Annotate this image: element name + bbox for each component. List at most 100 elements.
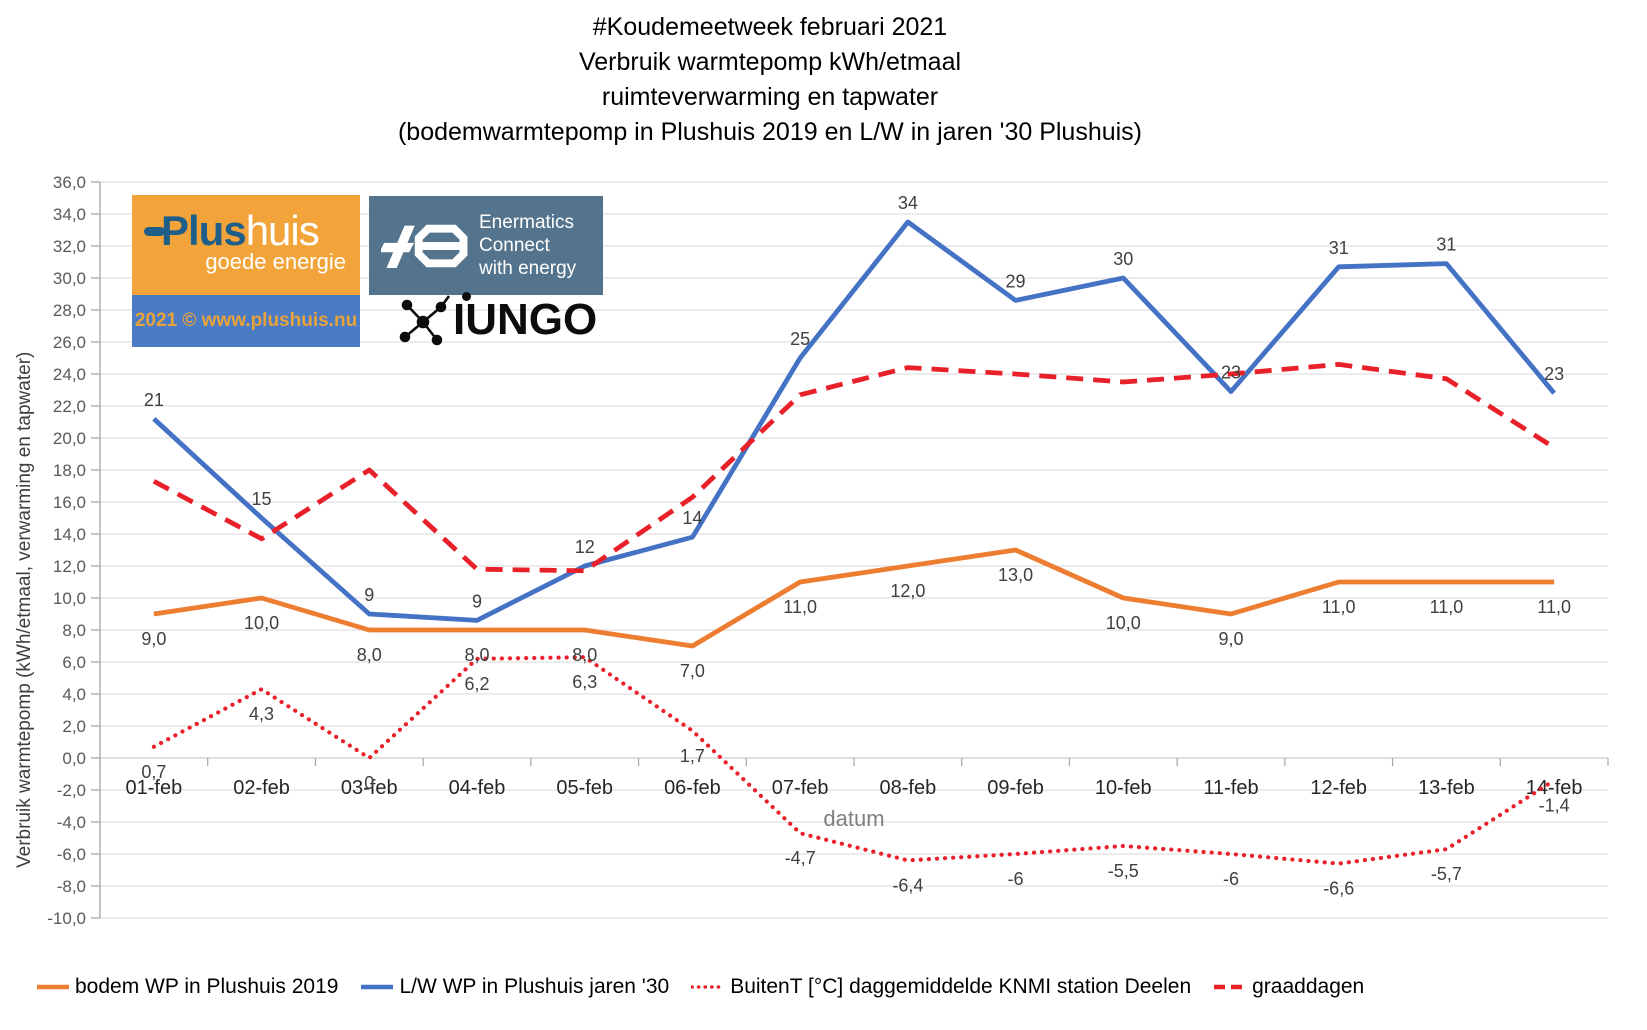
y-tick-label: 14,0 — [53, 525, 86, 544]
series-line-buitent-c-daggemiddelde-knmi-station-deelen — [151, 655, 1557, 866]
y-tick-label: 34,0 — [53, 205, 86, 224]
plushuis-logo-top: Plus huis goede energie — [132, 195, 360, 295]
y-tick-label: 16,0 — [53, 493, 86, 512]
y-tick-label: 10,0 — [53, 589, 86, 608]
iungo-i-dot-icon — [462, 292, 471, 301]
data-label: 10,0 — [1106, 613, 1141, 633]
chart-legend: bodem WP in Plushuis 2019 L/W WP in Plush… — [36, 975, 1616, 999]
legend-label: BuitenT [°C] daggemiddelde KNMI station … — [730, 975, 1192, 998]
plushuis-plus-bar-icon — [144, 226, 165, 236]
x-axis: 01-feb 02-feb 03-feb 04-feb 05-feb 06-feb 07-f… — [99, 758, 1609, 831]
data-label: -5,7 — [1431, 864, 1462, 884]
enermatics-line-3: with energy — [479, 258, 577, 279]
legend-label: graaddagen — [1252, 975, 1365, 998]
data-label: 29 — [1006, 271, 1026, 291]
data-label: 11,0 — [783, 597, 817, 617]
series-line-bodem-wp-in-plushuis-2019 — [153, 547, 1555, 649]
chart-title-line-2: Verbruik warmtepomp kWh/etmaal — [578, 48, 962, 76]
legend-swatch-solid-icon — [37, 984, 69, 990]
legend-item-graaddagen: graaddagen — [1213, 975, 1364, 999]
data-labels-bodem-wp-in-plushuis-2019: 9,0 10,0 8,0 8,0 8,0 7,0 11,0 12,0 13,0 10,0 9,0 11… — [141, 565, 1571, 681]
x-tick-label: 12-feb — [1310, 777, 1367, 799]
legend-item-buitent-c-daggemiddelde-knmi-station-deelen: BuitenT [°C] daggemiddelde KNMI station … — [691, 975, 1191, 999]
enermatics-line-2: Connect — [479, 235, 550, 256]
data-label: 9,0 — [141, 629, 166, 649]
data-label: 9 — [364, 585, 374, 605]
legend-item-l-w-wp-in-plushuis-jaren-30: L/W WP in Plushuis jaren '30 — [360, 975, 669, 999]
y-tick-label: 24,0 — [53, 365, 86, 384]
plushuis-brand-light: huis — [245, 207, 320, 254]
y-tick-label: 22,0 — [53, 397, 86, 416]
x-tick-label: 07-feb — [772, 777, 829, 799]
data-label: 34 — [898, 193, 918, 213]
y-tick-label: 28,0 — [53, 301, 86, 320]
y-tick-label: 6,0 — [62, 653, 86, 672]
iungo-logo: IUNGO — [399, 291, 597, 347]
iungo-network-icon — [399, 295, 451, 346]
data-labels-l-w-wp-in-plushuis-jaren-30: 21 15 9 9 12 14 25 34 29 30 23 31 31 23 — [144, 193, 1564, 611]
data-label: 23 — [1544, 364, 1564, 384]
data-label: 14 — [682, 508, 702, 528]
y-axis-title: Verbruik warmtepomp (kWh/etmaal, verwarm… — [14, 351, 35, 868]
data-label: 9 — [472, 591, 482, 611]
legend-swatch-solid-icon — [361, 984, 394, 990]
series-line-l-w-wp-in-plushuis-jaren-30 — [152, 219, 1556, 623]
x-tick-label: 09-feb — [987, 777, 1044, 799]
chart-title-line-1: #Koudemeetweek februari 2021 — [592, 13, 948, 41]
y-tick-label: 2,0 — [62, 717, 86, 736]
data-label: -6,6 — [1323, 879, 1354, 899]
x-axis-title: datum — [823, 806, 884, 831]
data-label: 6,3 — [572, 672, 597, 692]
x-tick-label: 02-feb — [233, 777, 290, 799]
data-label: 9,0 — [1218, 629, 1243, 649]
data-label: 1,7 — [680, 746, 705, 766]
chart-title: #Koudemeetweek februari 2021 Verbruik wa… — [0, 10, 1540, 150]
legend-label: L/W WP in Plushuis jaren '30 — [399, 975, 670, 998]
x-tick-label: 13-feb — [1418, 777, 1475, 799]
data-label: 11,0 — [1537, 597, 1571, 617]
series-line-graaddagen — [152, 361, 1556, 574]
data-label: 31 — [1329, 238, 1349, 258]
data-label: 4,3 — [249, 704, 274, 724]
data-label: 25 — [790, 329, 810, 349]
data-label: 21 — [144, 390, 164, 410]
y-tick-label: 0,0 — [62, 749, 86, 768]
chart-title-line-3: ruimteverwarming en tapwater — [601, 83, 939, 111]
data-label: 8,0 — [357, 645, 382, 665]
plushuis-copyright: 2021 © www.plushuis.nu — [132, 295, 360, 347]
x-tick-label: 11-feb — [1203, 777, 1258, 799]
data-label: 0 — [364, 773, 374, 793]
data-label: 31 — [1436, 235, 1456, 255]
y-tick-label: -2,0 — [57, 781, 86, 800]
series-bodem-wp-in-plushuis-2019 — [153, 547, 1555, 649]
data-label: -6,4 — [892, 875, 923, 895]
enermatics-logo-text: Enermatics Connect with energy — [479, 211, 576, 280]
legend-label: bodem WP in Plushuis 2019 — [75, 975, 339, 998]
series-graaddagen — [152, 361, 1556, 574]
plushuis-tagline: goede energie — [205, 249, 346, 274]
x-tick-label: 06-feb — [664, 777, 721, 799]
plushuis-brand-strong: Plus — [161, 207, 247, 254]
series-buitent-c-daggemiddelde-knmi-station-deelen — [151, 655, 1557, 866]
y-tick-label: -6,0 — [57, 845, 86, 864]
y-tick-label: 30,0 — [53, 269, 86, 288]
series-l-w-wp-in-plushuis-jaren-30 — [152, 219, 1556, 623]
data-label: 8,0 — [464, 645, 489, 665]
data-labels-buitent-c-daggemiddelde-knmi-station-deelen: 0,7 4,3 0 6,2 6,3 1,7 -4,7 -6,4 -6 -5,5 -6 -6,6 -5,7… — [141, 672, 1569, 898]
y-tick-label: 4,0 — [62, 685, 86, 704]
y-axis: -10,0 -8,0 -6,0 -4,0 -2,0 0,0 2,0 4,0 6,0 8,0 10,0… — [47, 173, 101, 928]
y-tick-label: 32,0 — [53, 237, 86, 256]
y-tick-label: -4,0 — [57, 813, 86, 832]
data-label: 30 — [1113, 249, 1133, 269]
data-label: 8,0 — [572, 645, 597, 665]
y-tick-label: 36,0 — [53, 173, 86, 192]
y-tick-label: -10,0 — [47, 909, 86, 928]
data-label: 11,0 — [1430, 597, 1464, 617]
legend-swatch-dotted-icon — [691, 985, 726, 989]
data-label: 12 — [575, 537, 595, 557]
y-tick-label: 20,0 — [53, 429, 86, 448]
data-label: 13,0 — [998, 565, 1033, 585]
y-tick-label: 26,0 — [53, 333, 86, 352]
